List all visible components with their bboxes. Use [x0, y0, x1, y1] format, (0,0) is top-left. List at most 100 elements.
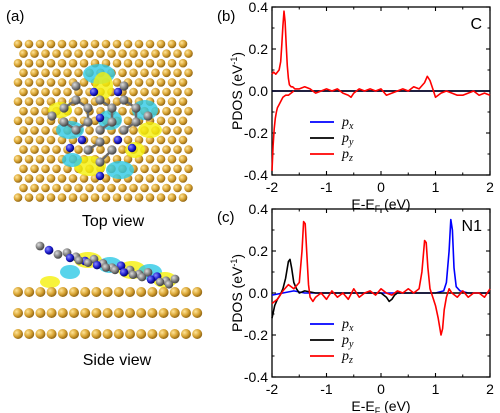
substrate-atom: [52, 145, 61, 154]
substrate-atom: [63, 68, 72, 78]
substrate-atom: [102, 308, 113, 318]
substrate-atom: [162, 164, 171, 174]
substrate-atom: [96, 183, 105, 193]
substrate-atom: [118, 106, 127, 116]
y-axis-label: PDOS (eV-1): [229, 52, 245, 130]
carbon-atom: [53, 250, 63, 259]
carbon-atom: [95, 157, 105, 167]
carbon-atom: [74, 256, 84, 265]
substrate-atom: [30, 183, 39, 193]
substrate-atom: [178, 78, 188, 87]
legend-sub: x: [348, 323, 354, 334]
substrate-atom: [173, 164, 182, 174]
substrate-atom: [173, 106, 182, 116]
substrate-atom: [79, 193, 89, 202]
substrate-atom: [151, 164, 160, 174]
x-tick-label: 1: [432, 179, 440, 195]
carbon-atom: [119, 95, 129, 105]
substrate-atom: [46, 287, 57, 297]
substrate-atom: [41, 145, 50, 154]
substrate-atom: [125, 308, 135, 318]
substrate-atom: [178, 39, 188, 49]
charge-density-blob: [62, 153, 82, 167]
substrate-atom: [24, 329, 35, 339]
legend-sub: z: [348, 153, 353, 164]
nitrogen-atom: [119, 268, 129, 277]
substrate-atom: [173, 183, 182, 193]
substrate-atom: [13, 116, 23, 126]
substrate-atom: [173, 68, 182, 78]
substrate-atom: [30, 126, 39, 135]
substrate-atom: [156, 58, 166, 68]
substrate-atom: [91, 308, 102, 318]
substrate-atom: [96, 145, 105, 154]
substrate-atom: [162, 49, 171, 58]
substrate-atom: [35, 193, 45, 202]
substrate-atom: [173, 49, 182, 58]
substrate-atom: [24, 97, 34, 106]
substrate-atom: [158, 308, 169, 318]
substrate-atom: [140, 183, 149, 193]
series-line-py: [271, 258, 490, 319]
substrate-atom: [85, 183, 94, 193]
substrate-atom: [35, 308, 46, 318]
substrate-atom: [192, 308, 203, 318]
substrate-atom: [145, 39, 155, 49]
substrate-atom: [35, 135, 45, 145]
legend-sub: y: [348, 137, 354, 148]
substrate-atom: [13, 58, 23, 68]
substrate-atom: [140, 87, 149, 97]
nitrogen-atom: [65, 143, 75, 153]
substrate-atom: [169, 287, 180, 297]
substrate-atom: [173, 87, 182, 97]
substrate-atom: [167, 97, 177, 106]
substrate-atom: [112, 97, 122, 106]
y-axis-label-close: ): [229, 52, 245, 57]
substrate-atom: [46, 193, 56, 202]
substrate-atom: [107, 49, 116, 58]
substrate-atom: [192, 329, 203, 339]
substrate-atom: [63, 87, 72, 97]
panel-a-label: (a): [6, 8, 24, 25]
substrate-atom: [156, 78, 166, 87]
substrate-atom: [35, 116, 45, 126]
substrate-atom: [52, 49, 61, 58]
substrate-atom: [24, 308, 35, 318]
substrate-atom: [96, 49, 105, 58]
substrate-atom: [19, 183, 28, 193]
substrate-atom: [79, 78, 89, 87]
series-line-px: [271, 218, 490, 296]
substrate-atom: [19, 68, 28, 78]
substrate-atom: [74, 183, 83, 193]
substrate-atom: [145, 58, 155, 68]
substrate-atom: [41, 87, 50, 97]
substrate-atom: [113, 308, 124, 318]
substrate-atom: [151, 68, 160, 78]
substrate-atom: [178, 58, 188, 68]
substrate-atom: [85, 126, 94, 135]
substrate-atom: [173, 145, 182, 154]
substrate-atom: [129, 183, 138, 193]
substrate-atom: [162, 106, 171, 116]
substrate-atom: [156, 154, 166, 164]
carbon-atom: [83, 258, 93, 267]
substrate-atom: [13, 193, 23, 202]
y-axis-label-main: PDOS (eV: [229, 64, 245, 130]
substrate-atom: [35, 287, 46, 297]
y-tick-label: 0.0: [249, 285, 269, 301]
substrate-atom: [91, 329, 102, 339]
x-tick-label: 1: [432, 381, 440, 397]
substrate-atom: [112, 78, 122, 87]
substrate-atom: [156, 193, 166, 202]
x-tick-label: 0: [377, 179, 385, 195]
substrate-atom: [151, 49, 160, 58]
substrate-atom: [13, 97, 23, 106]
substrate-atom: [69, 329, 79, 339]
substrate-atom: [158, 329, 169, 339]
x-axis-label-unit: (eV): [380, 398, 410, 413]
substrate-atom: [24, 135, 34, 145]
nitrogen-atom: [44, 245, 54, 255]
charge-density-blob: [60, 265, 80, 279]
substrate-atom: [156, 174, 166, 183]
substrate-atom: [24, 154, 34, 164]
